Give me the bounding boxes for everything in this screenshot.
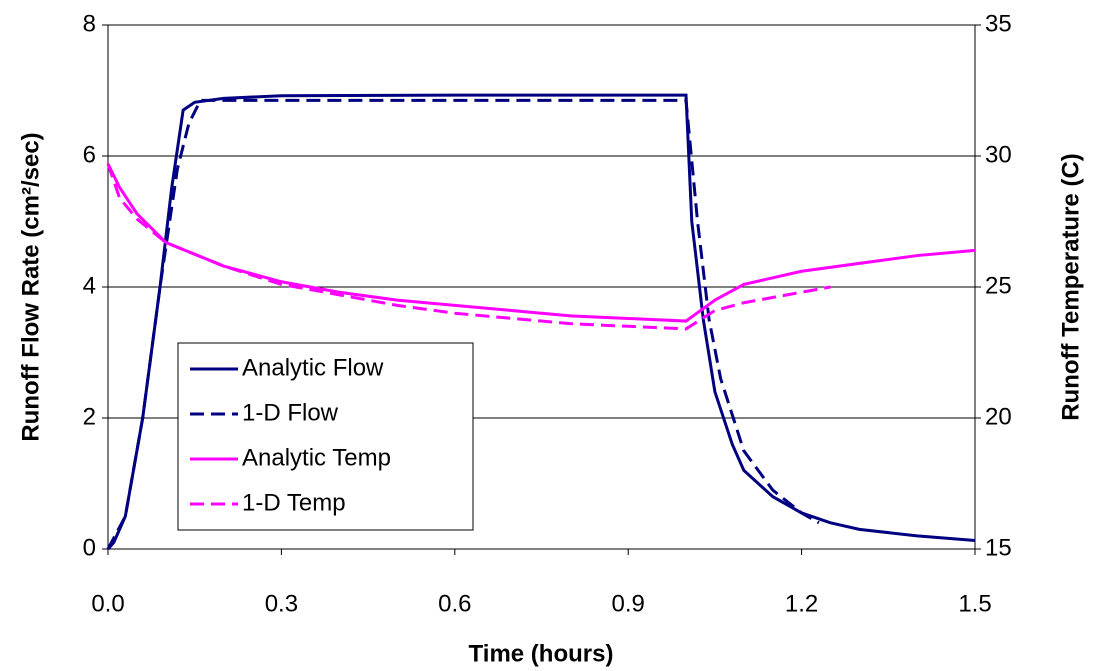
legend-label: 1-D Temp bbox=[242, 489, 346, 516]
x-tick-label: 1.5 bbox=[958, 590, 991, 617]
x-tick-label: 1.2 bbox=[785, 590, 818, 617]
x-axis-title: Time (hours) bbox=[469, 640, 614, 667]
y2-tick-label: 20 bbox=[985, 403, 1012, 430]
y2-tick-label: 35 bbox=[985, 10, 1012, 37]
y-axis-title: Runoff Flow Rate (cm²/sec) bbox=[17, 132, 44, 441]
y-tick-label: 8 bbox=[83, 10, 96, 37]
plot-frame bbox=[107, 24, 976, 550]
x-tick-label: 0.9 bbox=[612, 590, 645, 617]
series-line bbox=[106, 98, 820, 550]
series-line bbox=[106, 163, 831, 331]
y2-axis-title: Runoff Temperature (C) bbox=[1057, 153, 1084, 421]
x-tick-label: 0.0 bbox=[91, 590, 124, 617]
y2-tick-label: 30 bbox=[985, 141, 1012, 168]
y2-tick-label: 15 bbox=[985, 534, 1012, 561]
legend-label: Analytic Temp bbox=[242, 444, 391, 471]
y2-tick-label: 25 bbox=[985, 272, 1012, 299]
legend-label: Analytic Flow bbox=[242, 354, 384, 381]
y-tick-label: 6 bbox=[83, 141, 96, 168]
y-tick-label: 4 bbox=[83, 272, 96, 299]
series-line bbox=[106, 163, 976, 323]
x-tick-label: 0.6 bbox=[438, 590, 471, 617]
y-tick-label: 0 bbox=[83, 534, 96, 561]
x-tick-label: 0.3 bbox=[265, 590, 298, 617]
legend-box bbox=[177, 342, 474, 531]
legend-label: 1-D Flow bbox=[242, 399, 339, 426]
y-tick-label: 2 bbox=[83, 403, 96, 430]
